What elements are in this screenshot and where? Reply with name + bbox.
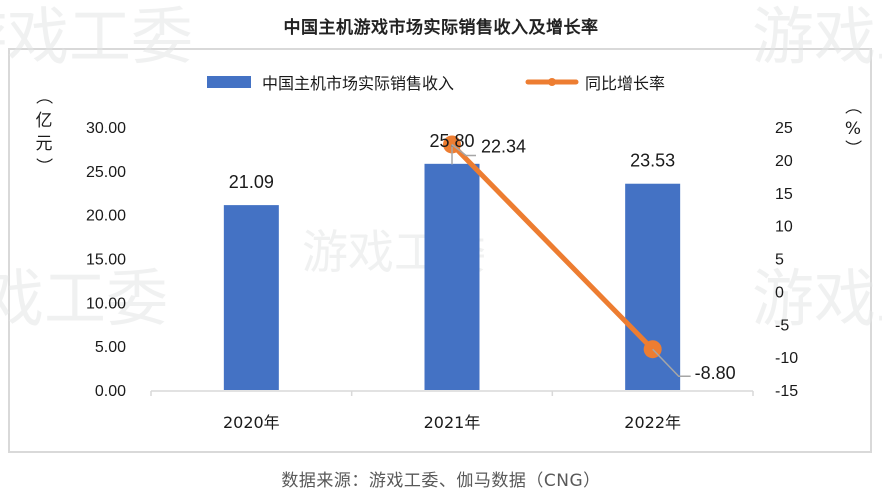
leader-line	[652, 348, 691, 377]
left-axis-tick: 10.00	[86, 295, 126, 312]
right-axis-tick: -10	[775, 350, 798, 367]
revenue-bar	[424, 163, 480, 390]
legend-line-marker	[548, 78, 556, 86]
revenue-bar	[625, 183, 681, 390]
right-axis-tick: 25	[775, 120, 793, 137]
left-axis-tick: 15.00	[86, 252, 126, 269]
legend-line-label: 同比增长率	[585, 74, 665, 93]
left-axis-tick: 30.00	[86, 120, 126, 137]
right-axis-unit: （%）	[842, 98, 862, 157]
growth-rate-label: 22.34	[481, 136, 526, 156]
legend-bar-swatch	[207, 76, 251, 88]
left-axis-tick: 25.00	[86, 164, 126, 181]
left-axis-tick: 0.00	[95, 383, 126, 400]
left-axis-unit: （ 亿元 ）	[33, 88, 53, 175]
right-axis-unit-char: %	[845, 119, 861, 139]
right-axis-tick: -5	[775, 317, 789, 334]
category-label: 2021年	[424, 413, 481, 432]
bars	[223, 163, 681, 390]
watermark-right: 游戏工委	[752, 262, 882, 335]
left-axis-tick: 20.00	[86, 208, 126, 225]
data-labels: 21.09 25.80 23.53 22.34 -8.80	[229, 131, 736, 383]
growth-rate-label: -8.80	[695, 363, 736, 383]
left-axis-unit-char: （	[33, 88, 53, 105]
right-axis-tick: 20	[775, 153, 793, 170]
category-label: 2022年	[624, 413, 681, 432]
leader-line	[451, 143, 476, 157]
watermark-left: 游戏工委	[0, 262, 168, 335]
revenue-bar-label: 21.09	[229, 172, 274, 192]
left-axis-unit-char: 元	[36, 134, 53, 154]
right-axis-tick: 10	[775, 219, 793, 236]
right-axis-unit-char: ）	[842, 140, 862, 157]
chart-title: 中国主机游戏市场实际销售收入及增长率	[283, 18, 599, 38]
left-axis-unit-char: 亿	[36, 111, 53, 131]
watermark-top-right: 游戏工委	[752, 0, 882, 73]
right-axis-ticks: -15 -10 -5 0 5 10 15 20 25	[775, 120, 798, 400]
left-axis-ticks: 0.00 5.00 10.00 15.00 20.00 25.00 30.00	[86, 120, 126, 400]
left-axis-tick: 5.00	[95, 339, 126, 356]
right-axis-unit-char: （	[842, 98, 862, 115]
right-axis-tick: 15	[775, 186, 793, 203]
category-label: 2020年	[223, 413, 280, 432]
right-axis-tick: -15	[775, 383, 798, 400]
category-axis: 2020年 2021年 2022年	[150, 390, 754, 432]
growth-rate-line	[449, 141, 656, 352]
legend: 中国主机市场实际销售收入 同比增长率	[207, 74, 665, 93]
legend-bar-label: 中国主机市场实际销售收入	[262, 74, 454, 93]
data-source-note: 数据来源：游戏工委、伽马数据（CNG）	[281, 471, 601, 491]
left-axis-unit-char: ）	[33, 158, 53, 175]
chart-frame	[8, 48, 872, 453]
revenue-bar-label: 25.80	[429, 131, 474, 151]
right-axis-tick: 0	[775, 284, 784, 301]
revenue-bar	[223, 205, 279, 390]
right-axis-tick: 5	[775, 252, 784, 269]
watermark-top-left: 游戏工委	[0, 0, 193, 73]
revenue-bar-label: 23.53	[630, 151, 675, 171]
